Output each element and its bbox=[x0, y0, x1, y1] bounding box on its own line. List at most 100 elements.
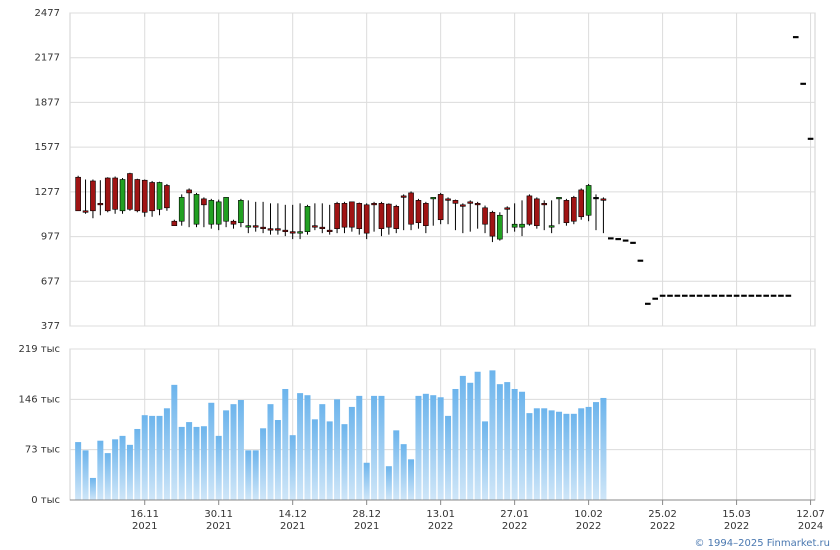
candle-body bbox=[415, 200, 422, 224]
candle-body bbox=[733, 294, 740, 297]
x-tick-label: 2022 bbox=[576, 521, 601, 532]
bar bbox=[600, 397, 607, 500]
candle-body bbox=[341, 203, 348, 228]
bar bbox=[385, 466, 392, 500]
candle-body bbox=[252, 225, 259, 228]
bar bbox=[178, 426, 185, 500]
candle-body bbox=[371, 203, 377, 206]
candle-body bbox=[393, 206, 400, 229]
candle-body bbox=[430, 197, 437, 200]
bar bbox=[260, 428, 267, 500]
x-tick-label: 30.11 bbox=[204, 509, 233, 520]
bar bbox=[341, 424, 348, 500]
candle-body bbox=[437, 194, 444, 221]
bar bbox=[104, 453, 111, 500]
candle-body bbox=[156, 182, 163, 210]
bar bbox=[82, 450, 89, 500]
candle-body bbox=[82, 210, 89, 213]
bar bbox=[282, 388, 289, 500]
bar bbox=[445, 415, 452, 500]
bar bbox=[452, 388, 459, 500]
candle-body bbox=[201, 198, 207, 206]
bar bbox=[356, 395, 363, 500]
candle-body bbox=[778, 294, 784, 297]
candle-body bbox=[667, 294, 673, 297]
candle-body bbox=[452, 200, 459, 204]
candle-body bbox=[792, 36, 799, 39]
candle-body bbox=[630, 241, 636, 244]
x-tick-label: 28.12 bbox=[352, 509, 381, 520]
bar bbox=[526, 413, 533, 500]
bar bbox=[297, 393, 304, 500]
bar bbox=[393, 430, 400, 500]
bar bbox=[311, 419, 318, 500]
candle-body bbox=[615, 238, 622, 241]
bar bbox=[459, 375, 466, 500]
candle-body bbox=[541, 203, 548, 206]
bar bbox=[289, 435, 296, 500]
x-tick-label: 2021 bbox=[354, 521, 379, 532]
candle-body bbox=[223, 197, 229, 222]
x-tick-label: 2022 bbox=[650, 521, 675, 532]
candle-body bbox=[741, 294, 747, 297]
x-tick-label: 10.02 bbox=[574, 509, 603, 520]
candle-body bbox=[600, 198, 607, 201]
candle-body bbox=[386, 203, 392, 228]
bar bbox=[75, 442, 82, 500]
candle-body bbox=[141, 179, 148, 213]
bar bbox=[304, 395, 311, 500]
candle-body bbox=[652, 297, 658, 300]
candle-body bbox=[718, 294, 725, 297]
bar bbox=[519, 391, 526, 500]
candle-body bbox=[326, 229, 333, 232]
x-tick-label: 2022 bbox=[428, 521, 453, 532]
candle-body bbox=[689, 294, 695, 297]
bar bbox=[496, 384, 503, 500]
bar bbox=[585, 406, 592, 500]
candle-body bbox=[704, 294, 710, 297]
x-tick-label: 2021 bbox=[132, 521, 157, 532]
candle-body bbox=[726, 294, 732, 297]
candle-body bbox=[423, 203, 429, 226]
bar bbox=[504, 382, 511, 500]
candle-body bbox=[193, 194, 200, 225]
candle-body bbox=[164, 185, 170, 209]
bar bbox=[193, 426, 200, 500]
bar bbox=[141, 415, 148, 500]
y-tick-label: 2177 bbox=[35, 53, 60, 64]
bar bbox=[267, 404, 274, 500]
plot-frame bbox=[69, 12, 816, 327]
bar bbox=[252, 450, 259, 500]
x-tick-label: 2022 bbox=[502, 521, 527, 532]
x-tick-label: 2021 bbox=[280, 521, 305, 532]
bar bbox=[186, 422, 193, 500]
candle-body bbox=[593, 197, 599, 200]
candle-body bbox=[104, 177, 111, 212]
candle-body bbox=[119, 179, 126, 212]
x-tick-label: 14.12 bbox=[278, 509, 307, 520]
bar bbox=[533, 408, 540, 500]
y-tick-label: 677 bbox=[41, 276, 60, 287]
candle-body bbox=[267, 228, 274, 231]
candle-body bbox=[289, 231, 296, 234]
copyright: © 1994–2025 Finmarket.ru bbox=[694, 538, 830, 549]
candle-body bbox=[230, 220, 237, 225]
y-tick-label: 73 тыс bbox=[25, 445, 60, 456]
bar bbox=[326, 421, 333, 500]
x-tick-label: 12.07 bbox=[796, 509, 825, 520]
candle-body bbox=[97, 203, 104, 206]
candle-body bbox=[445, 198, 451, 201]
bar bbox=[112, 439, 119, 500]
bar bbox=[97, 440, 104, 500]
candle-body bbox=[467, 201, 474, 204]
candle-body bbox=[519, 223, 525, 228]
bar bbox=[430, 395, 437, 500]
y-tick-label: 146 тыс bbox=[19, 394, 60, 405]
bar bbox=[230, 404, 237, 500]
y-tick-label: 977 bbox=[41, 232, 60, 243]
bar bbox=[334, 399, 341, 500]
x-tick-label: 13.01 bbox=[426, 509, 455, 520]
candle-body bbox=[149, 182, 155, 212]
bar bbox=[171, 384, 178, 500]
candle-body bbox=[563, 200, 570, 224]
